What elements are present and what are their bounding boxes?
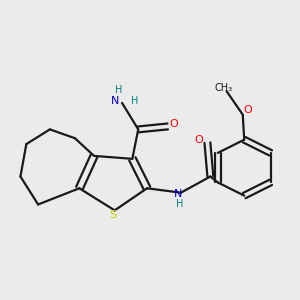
Text: O: O <box>194 135 203 145</box>
Text: N: N <box>110 96 119 106</box>
Text: H: H <box>176 200 183 209</box>
Text: N: N <box>174 189 183 199</box>
Text: S: S <box>110 210 117 220</box>
Text: H: H <box>131 96 138 106</box>
Text: O: O <box>244 105 252 115</box>
Text: O: O <box>169 119 178 129</box>
Text: H: H <box>116 85 123 94</box>
Text: CH₃: CH₃ <box>214 83 233 93</box>
